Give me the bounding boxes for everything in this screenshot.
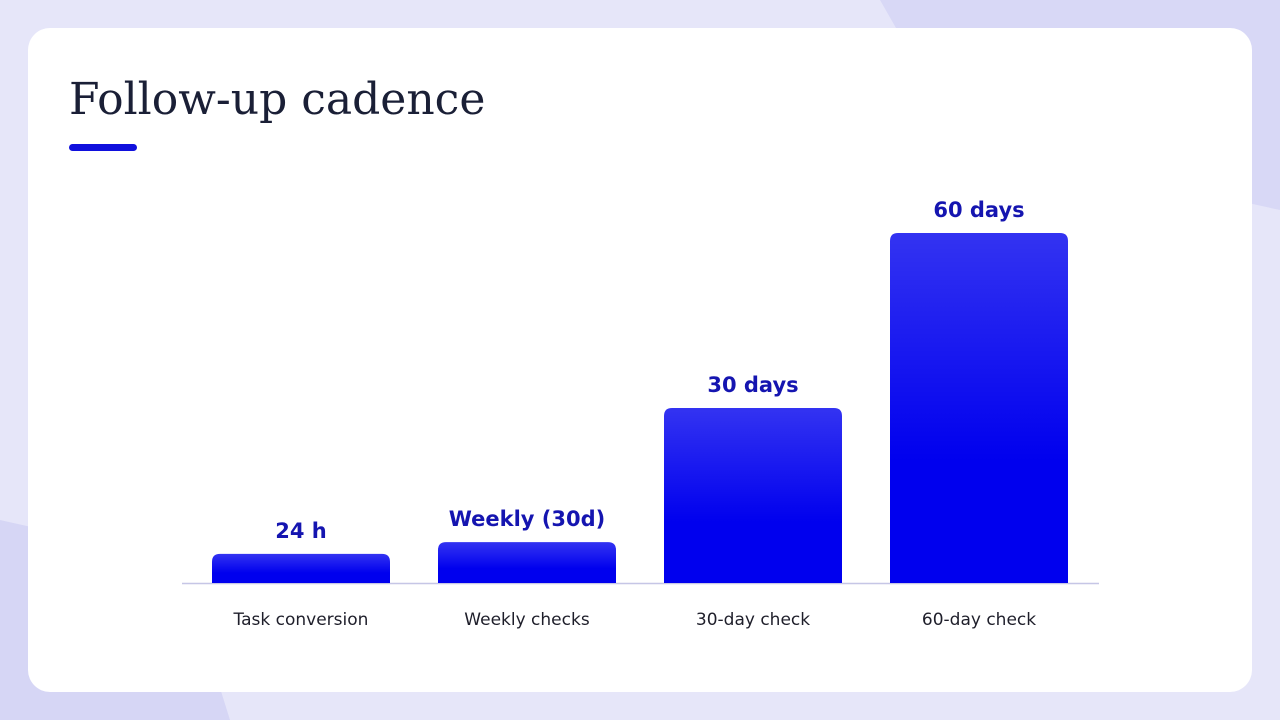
bar: [212, 553, 390, 583]
x-tick-label: Task conversion: [233, 610, 369, 630]
bar: [890, 233, 1068, 583]
x-tick-label: Weekly checks: [464, 610, 590, 630]
value-label: 24 h: [275, 519, 327, 543]
plot: 24 h Task conversion Weekly (30d) Weekly ch…: [212, 198, 1068, 630]
value-label: Weekly (30d): [449, 507, 606, 531]
bar: [664, 408, 842, 583]
value-label: 30 days: [707, 373, 798, 397]
bar: [438, 542, 616, 583]
x-tick-label: 30-day check: [696, 610, 810, 630]
value-label: 60 days: [933, 198, 1024, 222]
card: [28, 28, 1252, 692]
title-underline: [69, 144, 137, 151]
chart-title: Follow-up cadence: [69, 74, 485, 125]
x-tick-label: 60-day check: [922, 610, 1036, 630]
